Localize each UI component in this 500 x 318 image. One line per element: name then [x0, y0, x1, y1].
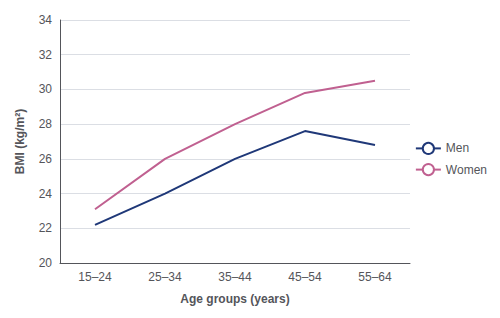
svg-text:25–34: 25–34	[148, 270, 182, 284]
svg-text:Women: Women	[446, 163, 487, 177]
svg-text:30: 30	[39, 82, 53, 96]
svg-text:34: 34	[39, 13, 53, 27]
svg-text:45–54: 45–54	[288, 270, 322, 284]
svg-text:15–24: 15–24	[78, 270, 112, 284]
svg-text:32: 32	[39, 48, 53, 62]
svg-text:24: 24	[39, 187, 53, 201]
svg-text:BMI (kg/m²): BMI (kg/m²)	[13, 109, 27, 174]
svg-text:55–64: 55–64	[358, 270, 392, 284]
svg-text:Age groups (years): Age groups (years)	[180, 292, 289, 306]
svg-text:26: 26	[39, 152, 53, 166]
svg-text:Men: Men	[446, 141, 469, 155]
svg-text:28: 28	[39, 117, 53, 131]
svg-text:22: 22	[39, 221, 53, 235]
svg-text:35–44: 35–44	[218, 270, 252, 284]
svg-text:20: 20	[39, 256, 53, 270]
